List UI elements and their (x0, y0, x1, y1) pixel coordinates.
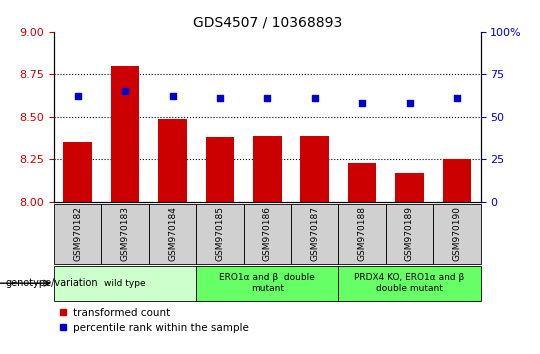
Point (310, 95, 319, 101)
Text: genotype/variation: genotype/variation (5, 278, 98, 288)
Text: GSM970185: GSM970185 (215, 206, 225, 261)
Bar (339, 204, 386, 264)
Bar (158, 119, 187, 202)
Bar (433, 204, 481, 264)
Bar (339, 266, 481, 301)
Text: GSM970186: GSM970186 (263, 206, 272, 261)
Bar (291, 204, 339, 264)
Title: GDS4507 / 10368893: GDS4507 / 10368893 (193, 15, 342, 29)
Bar (149, 204, 196, 264)
Point (215, 95, 224, 101)
Bar (348, 163, 376, 202)
Bar (386, 204, 433, 264)
Bar (196, 204, 244, 264)
Point (453, 95, 461, 101)
Bar (64, 142, 92, 202)
Text: GSM970182: GSM970182 (73, 206, 82, 261)
Point (121, 88, 130, 94)
Bar (206, 137, 234, 202)
Text: GSM970190: GSM970190 (453, 206, 461, 261)
Point (168, 93, 177, 99)
Point (358, 101, 367, 106)
Text: GSM970183: GSM970183 (120, 206, 130, 261)
Bar (395, 173, 424, 202)
Text: GSM970184: GSM970184 (168, 206, 177, 261)
Text: GSM970188: GSM970188 (357, 206, 367, 261)
Bar (54, 266, 196, 301)
Bar (102, 204, 149, 264)
Text: GSM970189: GSM970189 (405, 206, 414, 261)
Bar (244, 204, 291, 264)
Text: ERO1α and β  double
mutant: ERO1α and β double mutant (219, 274, 315, 293)
Point (405, 101, 414, 106)
Bar (196, 266, 339, 301)
Point (263, 95, 272, 101)
Bar (443, 159, 471, 202)
Bar (253, 136, 281, 202)
Bar (54, 204, 102, 264)
Legend: transformed count, percentile rank within the sample: transformed count, percentile rank withi… (59, 308, 248, 333)
Text: GSM970187: GSM970187 (310, 206, 319, 261)
Bar (300, 136, 329, 202)
Point (73, 93, 82, 99)
Text: wild type: wild type (104, 279, 146, 288)
Bar (111, 66, 139, 202)
Text: PRDX4 KO, ERO1α and β
double mutant: PRDX4 KO, ERO1α and β double mutant (354, 274, 464, 293)
